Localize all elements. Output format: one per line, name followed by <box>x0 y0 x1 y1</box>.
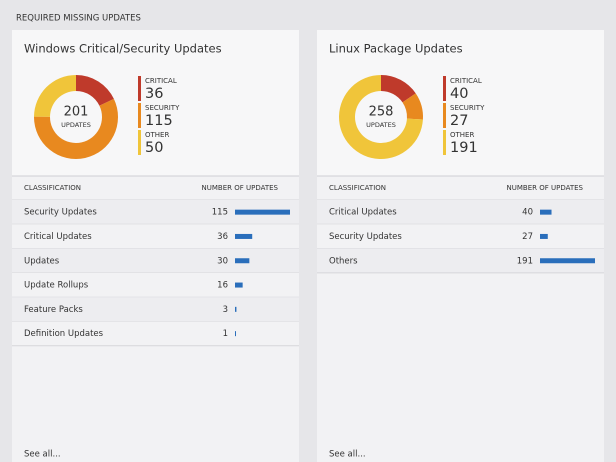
row-bar <box>235 306 237 312</box>
row-value: 115 <box>212 208 228 218</box>
row-bar <box>540 258 595 264</box>
row-label: Definition Updates <box>24 329 104 339</box>
row-value: 27 <box>522 232 533 242</box>
legend-swatch <box>443 103 446 128</box>
row-bar <box>235 331 236 337</box>
row-label: Feature Packs <box>24 305 83 315</box>
legend-value: 50 <box>145 140 163 156</box>
see-all-link[interactable]: See all... <box>24 450 61 460</box>
row-bar <box>540 209 552 215</box>
row-label: Others <box>329 256 358 266</box>
table-row <box>12 297 299 322</box>
table-row <box>317 224 604 249</box>
row-value: 1 <box>223 329 228 339</box>
legend-value: 36 <box>145 86 163 102</box>
row-label: Update Rollups <box>24 281 89 291</box>
row-bar <box>540 233 548 239</box>
panel: Linux Package UpdatesCRITICAL40SECURITY2… <box>317 30 604 462</box>
row-bar <box>235 209 290 215</box>
legend-swatch <box>443 76 446 101</box>
column-header: CLASSIFICATION <box>24 184 81 192</box>
see-all-link[interactable]: See all... <box>329 450 366 460</box>
row-value: 36 <box>217 232 228 242</box>
row-label: Updates <box>24 256 60 266</box>
table-row <box>12 248 299 273</box>
panel: Windows Critical/Security Updates CRITICA… <box>12 30 299 462</box>
legend-label: CRITICAL <box>450 77 482 85</box>
legend-label: CRITICAL <box>145 77 177 85</box>
donut-segment <box>402 93 423 120</box>
legend-swatch <box>138 103 141 128</box>
row-label: Security Updates <box>329 232 402 242</box>
donut-segment <box>33 98 118 159</box>
row-value: 3 <box>223 305 228 315</box>
legend-label: SECURITY <box>450 104 485 112</box>
legend-label: SECURITY <box>145 104 180 112</box>
column-header: CLASSIFICATION <box>329 184 386 192</box>
row-bar <box>235 258 250 264</box>
legend-swatch <box>443 130 446 155</box>
legend-label: OTHER <box>450 131 474 139</box>
panel-title: Linux Package Updates <box>329 42 463 56</box>
row-bar <box>235 282 243 288</box>
legend-swatch <box>138 130 141 155</box>
row-label: Critical Updates <box>329 208 397 218</box>
donut-segment <box>339 75 423 159</box>
donut-total-label: UPDATES <box>61 121 91 129</box>
row-value: 30 <box>217 256 228 266</box>
section-title: REQUIRED MISSING UPDATES <box>16 14 141 24</box>
row-bar <box>235 233 253 239</box>
table-row <box>317 200 604 225</box>
column-header: NUMBER OF UPDATES <box>507 184 584 192</box>
row-label: Critical Updates <box>24 232 92 242</box>
donut-segment <box>381 75 416 103</box>
donut-total: 258 <box>369 105 394 120</box>
donut-total: 201 <box>64 105 89 120</box>
table-row <box>12 272 299 298</box>
legend-value: 191 <box>450 140 478 156</box>
legend-value: 27 <box>450 113 468 129</box>
row-value: 191 <box>517 256 533 266</box>
legend-value: 115 <box>145 113 173 129</box>
column-header: NUMBER OF UPDATES <box>202 184 279 192</box>
row-value: 16 <box>217 281 228 291</box>
table-row <box>12 321 299 346</box>
donut-total-label: UPDATES <box>366 121 396 129</box>
legend-label: OTHER <box>145 131 169 139</box>
donut-segment <box>76 75 114 106</box>
donut-segment <box>34 75 76 117</box>
legend-value: 40 <box>450 86 468 102</box>
row-value: 40 <box>522 208 533 218</box>
legend-swatch <box>138 76 141 101</box>
row-label: Security Updates <box>24 208 97 218</box>
panel-title: Windows Critical/Security Updates <box>24 42 222 56</box>
